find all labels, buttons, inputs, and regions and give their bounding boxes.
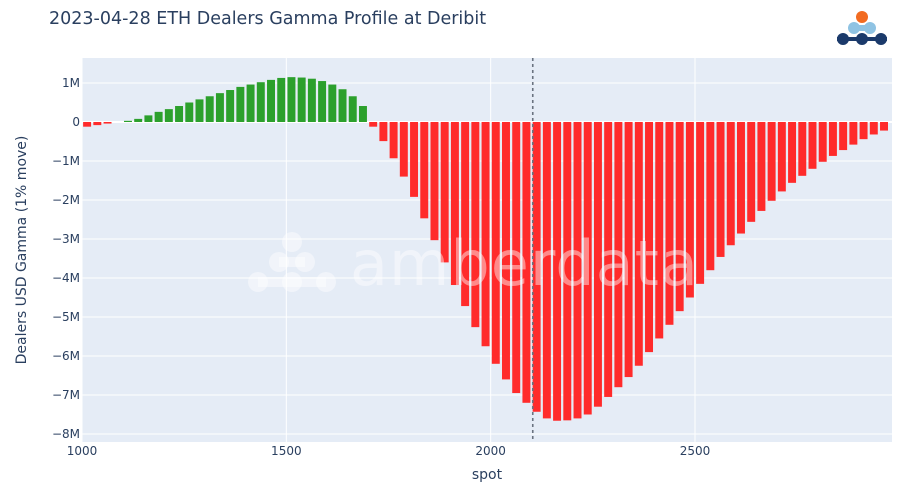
bar-negative — [726, 122, 735, 246]
bar-negative — [880, 122, 888, 131]
bar-negative — [859, 122, 868, 140]
bar-positive — [318, 81, 327, 122]
bar-positive — [175, 106, 184, 122]
y-tick-label: −3M — [51, 232, 80, 246]
x-tick-label: 2500 — [679, 444, 711, 458]
bar-negative — [655, 122, 664, 339]
bar-positive — [297, 77, 306, 122]
bar-negative — [420, 122, 429, 219]
bar-positive — [164, 109, 173, 122]
bar-negative — [634, 122, 643, 366]
bar-negative — [788, 122, 797, 183]
bar-negative — [665, 122, 674, 325]
bar-negative — [522, 122, 531, 403]
bar-negative — [849, 122, 858, 145]
bars — [83, 77, 888, 421]
bar-positive — [358, 106, 367, 122]
x-tick-label: 2000 — [475, 444, 506, 458]
bar-positive — [267, 79, 275, 122]
bar-positive — [205, 96, 214, 122]
bar-negative — [93, 122, 102, 126]
bar-negative — [512, 122, 521, 394]
bar-positive — [123, 120, 132, 122]
bar-negative — [736, 122, 745, 234]
bar-positive — [226, 90, 235, 122]
bar-negative — [593, 122, 602, 407]
bar-negative — [389, 122, 398, 159]
y-tick-label: −4M — [51, 271, 80, 285]
x-axis-label: spot — [471, 467, 503, 483]
bar-negative — [563, 122, 572, 421]
bar-negative — [502, 122, 510, 380]
bar-negative — [491, 122, 500, 364]
bar-negative — [818, 122, 827, 162]
bar-negative — [757, 122, 766, 211]
bar-positive — [307, 78, 316, 122]
bar-positive — [236, 86, 245, 122]
bar-negative — [103, 122, 112, 124]
bar-negative — [808, 122, 817, 169]
bar-negative — [839, 122, 848, 151]
bar-positive — [144, 115, 153, 122]
bar-negative — [604, 122, 613, 397]
bar-positive — [195, 99, 204, 122]
bar-negative — [675, 122, 684, 312]
bar-negative — [542, 122, 551, 419]
bar-negative — [399, 122, 408, 177]
bar-negative — [461, 122, 470, 307]
bar-positive — [256, 82, 265, 122]
bar-negative — [430, 122, 439, 241]
bar-positive — [348, 96, 357, 122]
bar-negative — [471, 122, 480, 328]
bar-negative — [450, 122, 459, 286]
bar-negative — [828, 122, 837, 156]
bar-negative — [706, 122, 715, 271]
bar-negative — [767, 122, 776, 201]
bar-positive — [134, 118, 143, 122]
amberdata-logo-icon — [837, 11, 887, 45]
bar-positive — [287, 77, 296, 122]
bar-negative — [573, 122, 582, 419]
y-tick-label: −6M — [51, 349, 80, 363]
bar-negative — [369, 122, 378, 127]
y-tick-label: 1M — [62, 76, 80, 90]
chart-title: 2023-04-28 ETH Dealers Gamma Profile at … — [49, 9, 487, 29]
y-tick-label: −2M — [51, 193, 80, 207]
x-tick-label: 1000 — [66, 444, 98, 458]
bar-negative — [614, 122, 623, 388]
bar-positive — [215, 93, 224, 122]
y-tick-label: 0 — [72, 115, 80, 129]
bar-negative — [777, 122, 786, 192]
y-tick-label: −5M — [51, 310, 80, 324]
bar-negative — [798, 122, 807, 176]
bar-negative — [532, 122, 541, 412]
bar-negative — [410, 122, 419, 197]
bar-positive — [185, 102, 194, 122]
bar-negative — [83, 122, 92, 127]
bar-negative — [645, 122, 654, 353]
bar-positive — [338, 89, 347, 122]
bar-negative — [379, 122, 388, 142]
y-tick-label: −1M — [51, 154, 80, 168]
bar-positive — [277, 77, 286, 122]
bar-positive — [154, 111, 163, 122]
bar-negative — [685, 122, 694, 298]
bar-positive — [246, 84, 255, 122]
y-tick-label: −8M — [51, 427, 80, 441]
bar-negative — [624, 122, 633, 378]
bar-negative — [481, 122, 490, 347]
bar-negative — [553, 122, 562, 421]
x-tick-label: 1500 — [271, 444, 302, 458]
bar-negative — [747, 122, 756, 222]
y-axis-label: Dealers USD Gamma (1% move) — [14, 135, 30, 365]
bar-positive — [328, 84, 337, 122]
y-tick-label: −7M — [51, 388, 80, 402]
bar-negative — [696, 122, 705, 284]
bar-negative — [440, 122, 449, 263]
bar-negative — [716, 122, 725, 257]
bar-negative — [583, 122, 592, 415]
bar-negative — [869, 122, 878, 135]
